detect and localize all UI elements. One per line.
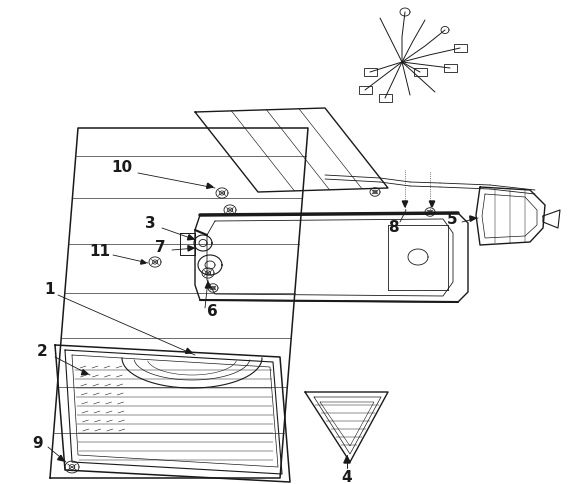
Text: 2: 2 <box>36 345 47 360</box>
Polygon shape <box>187 235 194 240</box>
Text: 11: 11 <box>90 243 111 258</box>
Bar <box>359 86 372 94</box>
Polygon shape <box>470 216 476 221</box>
Polygon shape <box>402 201 408 207</box>
Text: 9: 9 <box>33 436 43 451</box>
Text: 4: 4 <box>342 470 352 484</box>
Polygon shape <box>188 245 194 251</box>
Polygon shape <box>185 348 192 353</box>
Text: 7: 7 <box>154 240 165 255</box>
Polygon shape <box>344 456 350 463</box>
Text: 6: 6 <box>207 304 218 319</box>
Polygon shape <box>57 455 64 461</box>
Text: 5: 5 <box>446 212 457 227</box>
Bar <box>364 68 377 76</box>
Text: 1: 1 <box>45 283 55 298</box>
Polygon shape <box>81 370 88 375</box>
Text: 3: 3 <box>145 215 155 230</box>
Polygon shape <box>207 183 213 188</box>
Polygon shape <box>141 260 146 264</box>
Bar <box>414 68 427 76</box>
Bar <box>454 44 467 52</box>
Bar <box>444 64 457 72</box>
Text: 8: 8 <box>388 221 398 236</box>
Polygon shape <box>429 201 435 207</box>
Bar <box>379 94 392 102</box>
Polygon shape <box>205 282 211 288</box>
Text: 10: 10 <box>111 161 132 176</box>
